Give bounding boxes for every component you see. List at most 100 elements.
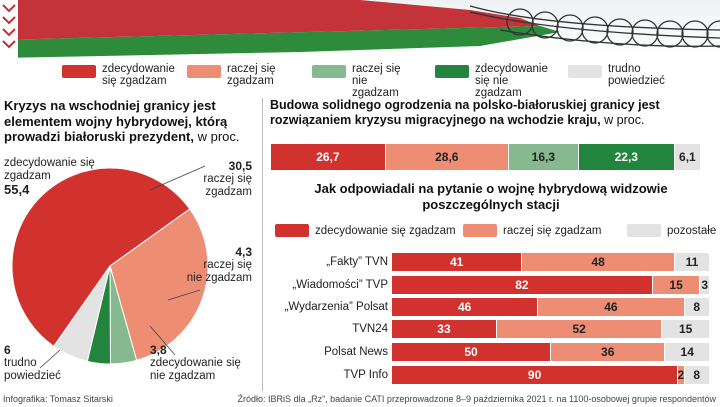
station-bar-segment: 14	[665, 343, 710, 361]
pie-label-text: zdecydowanie się zgadzam	[4, 157, 95, 182]
pie-label-value: 3,8	[150, 343, 167, 357]
legend-label: raczej się zgadzam	[503, 224, 602, 237]
pie-label-strong-disagree: 3,8 zdecydowanie się nie zgadzam	[150, 344, 252, 383]
pie-label-strong-agree: zdecydowanie się zgadzam 55,4	[4, 157, 114, 196]
fence-bar-segment: 6,1	[674, 144, 701, 170]
station-bar: 90 2 8	[392, 366, 710, 384]
section-divider	[262, 98, 263, 391]
station-row: TVP Info 90 2 8	[270, 366, 715, 384]
station-row: „Wydarzenia” Polsat 46 46 8	[270, 298, 715, 316]
pie-label-text: raczej się nie zgadzam	[186, 259, 252, 284]
pie-label-value: 30,5	[228, 159, 252, 173]
station-bar-segment: 82	[392, 276, 653, 294]
station-bar-segment: 2	[677, 366, 685, 384]
pie-label-value: 4,3	[235, 245, 252, 259]
legend-swatch	[463, 224, 497, 237]
fence-bar-segment: 16,3	[508, 144, 579, 170]
legend-label: raczej się nie zgadzam	[352, 63, 401, 99]
station-label: „Wydarzenia” Polsat	[284, 301, 388, 313]
header-banner-image	[0, 0, 720, 58]
pie-chart	[11, 165, 209, 369]
legend-swatch	[627, 224, 661, 237]
station-bar-segment: 33	[392, 320, 497, 338]
legend-swatch	[62, 65, 96, 78]
legend-item: raczej się nie zgadzam	[312, 63, 414, 99]
legend-swatch	[187, 65, 221, 78]
station-bar: 33 52 15	[392, 320, 710, 338]
fence-bar-segment: 26,7	[271, 144, 386, 170]
stations-legend: zdecydowanie się zgadzam raczej się zgad…	[275, 224, 716, 240]
legend-item: pozostałe	[627, 224, 716, 237]
legend-swatch	[435, 65, 469, 78]
pie-label-text: zdecydowanie się nie zgadzam	[150, 357, 241, 382]
flag-ornament	[0, 0, 18, 58]
legend-swatch	[275, 224, 309, 237]
station-bar-segment: 90	[392, 366, 679, 384]
station-bar: 41 48 11	[392, 253, 710, 271]
pie-chart-title: Kryzys na wschodniej granicy jest elemen…	[4, 98, 254, 145]
fence-bar-segment: 28,6	[385, 144, 509, 170]
station-label: Polsat News	[324, 346, 388, 358]
station-row: TVN24 33 52 15	[270, 320, 715, 338]
station-bar: 46 46 8	[392, 298, 710, 316]
legend-item: zdecydowanie się zgadzam	[275, 224, 456, 237]
pie-slice	[109, 208, 209, 361]
pie-slice	[53, 265, 111, 362]
main-legend: zdecydowanie się zgadzam raczej się zgad…	[0, 63, 720, 99]
station-bar-segment: 11	[675, 253, 710, 271]
legend-label: pozostałe	[667, 224, 717, 237]
station-bar: 82 15 3	[392, 276, 710, 294]
legend-item: trudno powiedzieć	[568, 63, 670, 87]
pie-label-text: trudno powiedzieć	[4, 357, 61, 382]
station-label: „Wiadomości” TVP	[292, 279, 388, 291]
barbed-wire-icon	[469, 5, 720, 48]
legend-item: zdecydowanie się nie zgadzam	[435, 63, 557, 99]
fence-title-text: Budowa solidnego ogrodzenia na polsko-bi…	[270, 98, 660, 127]
legend-item: raczej się zgadzam	[463, 224, 601, 237]
fence-title-unit: w proc.	[604, 113, 645, 127]
legend-label: zdecydowanie się zgadzam	[102, 63, 175, 87]
pie-label-value: 6	[4, 343, 11, 357]
station-bar-segment: 46	[392, 298, 539, 316]
legend-swatch	[312, 65, 346, 78]
station-bar-segment: 50	[392, 343, 551, 361]
station-bar-segment: 36	[551, 343, 666, 361]
station-row: „Fakty” TVN 41 48 11	[270, 253, 715, 271]
pie-label-value: 55,4	[4, 182, 30, 197]
pie-leader-line	[39, 349, 61, 369]
station-bar-segment: 41	[392, 253, 523, 271]
legend-label: raczej się zgadzam	[227, 63, 276, 87]
flag-red-stripe	[0, 0, 540, 40]
station-bar-segment: 15	[652, 276, 701, 294]
station-bar-segment: 48	[522, 253, 675, 271]
station-bar: 50 36 14	[392, 343, 710, 361]
legend-label: trudno powiedzieć	[608, 63, 665, 87]
station-label: TVP Info	[343, 369, 388, 381]
pie-label-hard-to-say: 6 trudno powiedzieć	[4, 344, 72, 383]
legend-label: zdecydowanie się zgadzam	[315, 224, 456, 237]
legend-swatch	[568, 65, 602, 78]
footer-source: Źródło: IBRiS dla „Rz”, badanie CATI prz…	[237, 394, 716, 404]
fence-stacked-bar: 26,7 28,6 16,3 22,3 6,1	[271, 144, 701, 170]
pie-title-unit: w proc.	[197, 129, 240, 144]
fence-bar-segment: 22,3	[578, 144, 675, 170]
station-bar-segment: 3	[700, 276, 710, 294]
legend-item: zdecydowanie się zgadzam	[62, 63, 175, 87]
legend-item: raczej się zgadzam	[187, 63, 283, 87]
station-bar-segment: 15	[662, 320, 710, 338]
pie-leader-line	[149, 325, 176, 356]
station-label: TVN24	[352, 323, 388, 335]
station-bar-segment: 52	[496, 320, 663, 338]
pie-leader-line	[149, 165, 206, 191]
footer-credit: Infografika: Tomasz Sitarski	[3, 394, 113, 404]
pie-title-text: Kryzys na wschodniej granicy jest elemen…	[4, 98, 228, 144]
flag-green-stripe	[0, 26, 560, 58]
pie-label-text: raczej się zgadzam	[203, 173, 252, 198]
pie-leader-line	[167, 289, 201, 301]
station-bar-segment: 46	[538, 298, 685, 316]
station-bar-segment: 8	[684, 366, 710, 384]
station-bar-segment: 8	[684, 298, 710, 316]
station-row: Polsat News 50 36 14	[270, 343, 715, 361]
station-row: „Wiadomości” TVP 82 15 3	[270, 276, 715, 294]
fence-chart-title: Budowa solidnego ogrodzenia na polsko-bi…	[270, 98, 715, 128]
